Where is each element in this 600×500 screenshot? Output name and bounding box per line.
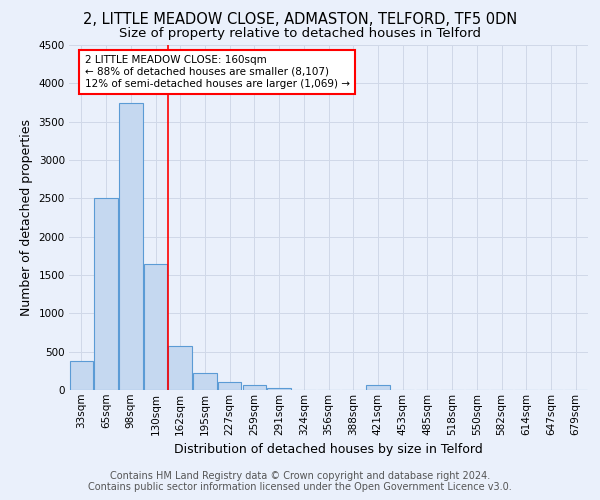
Bar <box>193 373 217 390</box>
Bar <box>94 198 118 390</box>
Text: Contains HM Land Registry data © Crown copyright and database right 2024.
Contai: Contains HM Land Registry data © Crown c… <box>88 471 512 492</box>
X-axis label: Distribution of detached houses by size in Telford: Distribution of detached houses by size … <box>174 443 483 456</box>
Bar <box>169 346 192 390</box>
Bar <box>242 386 266 390</box>
Bar <box>119 102 143 390</box>
Bar <box>268 388 291 390</box>
Text: 2, LITTLE MEADOW CLOSE, ADMASTON, TELFORD, TF5 0DN: 2, LITTLE MEADOW CLOSE, ADMASTON, TELFOR… <box>83 12 517 28</box>
Bar <box>70 361 93 390</box>
Bar <box>366 386 389 390</box>
Bar <box>144 264 167 390</box>
Y-axis label: Number of detached properties: Number of detached properties <box>20 119 33 316</box>
Bar <box>218 382 241 390</box>
Text: 2 LITTLE MEADOW CLOSE: 160sqm
← 88% of detached houses are smaller (8,107)
12% o: 2 LITTLE MEADOW CLOSE: 160sqm ← 88% of d… <box>85 56 350 88</box>
Text: Size of property relative to detached houses in Telford: Size of property relative to detached ho… <box>119 28 481 40</box>
